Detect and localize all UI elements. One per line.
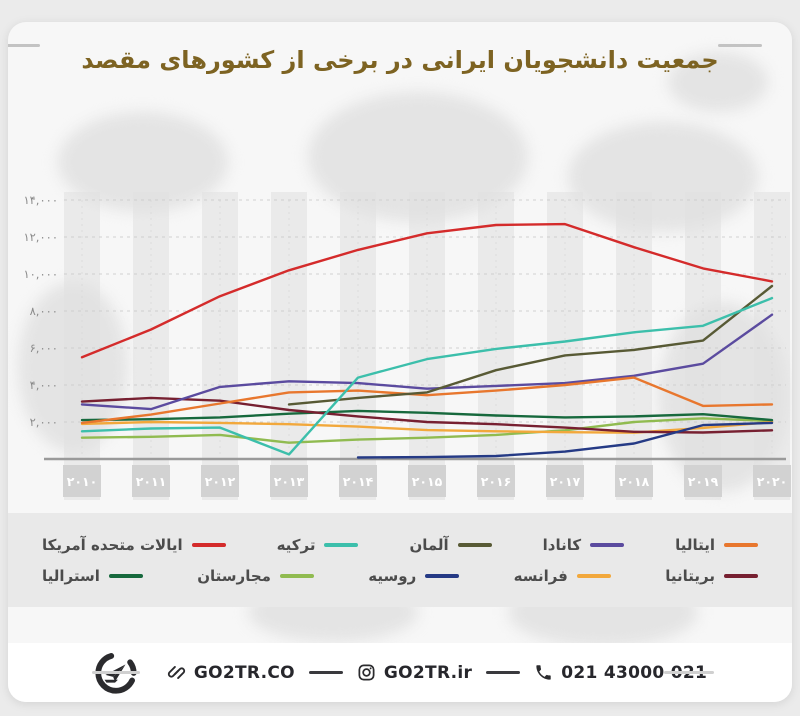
- y-axis-label: ۱۲,۰۰۰: [23, 230, 58, 244]
- series-line-italy: [80, 376, 774, 425]
- legend-label: آلمان: [409, 535, 449, 554]
- instagram-text: GO2TR.ir: [383, 662, 473, 683]
- footer-separator-dash: [308, 671, 343, 674]
- series-line-hungary: [80, 417, 774, 444]
- page-title: جمعیت دانشجویان ایرانی در برخی از کشورها…: [81, 46, 719, 74]
- y-axis-label: ۱۴,۰۰۰: [23, 193, 58, 207]
- year-label-box: [684, 465, 722, 497]
- x-axis-label: ۲۰۱۶: [481, 474, 512, 489]
- legend-label: روسیه: [368, 566, 417, 585]
- instagram-link[interactable]: GO2TR.ir: [357, 663, 472, 683]
- footer-separator-dash: [486, 671, 521, 674]
- x-axis-label: ۲۰۱۳: [274, 474, 305, 489]
- series-line-australia: [80, 409, 774, 422]
- website-link[interactable]: GO2TR.CO: [167, 663, 295, 683]
- website-text: GO2TR.CO: [193, 662, 295, 683]
- legend-item: ایتالیا: [675, 536, 758, 554]
- series-line-canada: [80, 313, 774, 411]
- legend-label: کانادا: [542, 535, 582, 554]
- series-line-britain: [80, 396, 774, 434]
- y-axis-label: ۴,۰۰۰: [30, 378, 58, 392]
- year-label-box: [339, 465, 377, 497]
- x-axis-label: ۲۰۱۰: [67, 474, 98, 489]
- legend-item: روسیه: [368, 566, 460, 585]
- title-left-dash: [8, 44, 40, 47]
- year-label-box: [63, 465, 101, 497]
- legend-swatch: [324, 542, 359, 547]
- footer-bar: GO2TR.CO GO2TR.ir 021 43000 021: [8, 643, 792, 702]
- legend-label: استرالیا: [42, 566, 100, 585]
- legend-label: فرانسه: [513, 566, 568, 585]
- y-axis-label: ۸,۰۰۰: [30, 304, 58, 318]
- phone-text: 021 43000 021: [561, 662, 708, 683]
- legend-item: آلمان: [409, 535, 492, 554]
- legend-swatch: [576, 573, 611, 578]
- y-axis-label: ۲,۰۰۰: [30, 415, 58, 429]
- legend-item: ایالات متحده آمریکا: [42, 536, 226, 554]
- legend-label: مجارستان: [197, 566, 271, 585]
- legend-row: ایتالیا کانادا آلمان ترکیه ایالات متحده آمری…: [42, 536, 758, 554]
- x-axis-label: ۲۰۱۸: [619, 474, 650, 489]
- legend-label: ایالات متحده آمریکا: [42, 535, 183, 554]
- legend-item: بریتانیا: [665, 567, 758, 585]
- legend-label: ترکیه: [276, 535, 316, 554]
- legend-swatch: [590, 542, 625, 547]
- legend-item: ترکیه: [277, 536, 359, 554]
- population-line-chart: ۲۰۱۰ ۲۰۱۱ ۲۰۱۲ ۲۰۱۳ ۲۰۱۴ ۲۰۱۵ ۲۰۱۶ ۲۰۱۷ ۲۰۱۸ ۲۰۱۹…: [23, 192, 791, 500]
- instagram-icon: [358, 664, 375, 681]
- legend-swatch: [724, 573, 758, 578]
- series-line-germany: [287, 284, 774, 406]
- series-line-usa: [80, 222, 774, 359]
- title-right-dash: [718, 44, 762, 47]
- x-axis-label: ۲۰۱۵: [412, 474, 443, 489]
- legend-item: مجارستان: [197, 567, 314, 585]
- x-axis-label: ۲۰۱۹: [688, 474, 719, 489]
- legend-swatch: [724, 542, 758, 547]
- year-label-box: [408, 465, 446, 497]
- x-axis-label: ۲۰۱۷: [550, 474, 581, 489]
- legend-swatch: [191, 542, 226, 547]
- legend-swatch: [108, 573, 143, 578]
- legend-item: فرانسه: [514, 567, 611, 585]
- year-label-box: [546, 465, 584, 497]
- year-label-box: [132, 465, 170, 497]
- y-axis-label: ۱۰,۰۰۰: [23, 267, 58, 281]
- phone-contact[interactable]: 021 43000 021: [534, 663, 707, 683]
- series-line-turkey: [80, 296, 774, 456]
- x-axis-label: ۲۰۱۴: [343, 474, 374, 489]
- footer-left-dash: [92, 671, 140, 674]
- legend-item: کانادا: [542, 535, 625, 554]
- y-axis-label: ۶,۰۰۰: [30, 341, 58, 355]
- legend-swatch: [425, 573, 460, 578]
- infographic-card: جمعیت دانشجویان ایرانی در برخی از کشورها…: [8, 22, 792, 702]
- legend-item: استرالیا: [42, 567, 143, 585]
- year-label-box: [270, 465, 308, 497]
- year-label-box: [615, 465, 653, 497]
- year-label-box: [201, 465, 239, 497]
- year-label-box: [477, 465, 515, 497]
- x-axis-label: ۲۰۱۱: [136, 474, 167, 489]
- legend-swatch: [457, 542, 492, 547]
- x-axis-label: ۲۰۱۲: [205, 474, 236, 489]
- x-axis-label: ۲۰۲۰: [757, 474, 788, 489]
- legend-label: ایتالیا: [675, 535, 715, 554]
- phone-icon: [536, 665, 551, 680]
- chart-legend: ایتالیا کانادا آلمان ترکیه ایالات متحده آمری…: [8, 513, 792, 607]
- link-icon: [167, 666, 185, 679]
- year-label-box: [753, 465, 791, 497]
- footer-right-dash: [664, 671, 714, 674]
- legend-label: بریتانیا: [665, 566, 715, 585]
- legend-swatch: [279, 573, 314, 578]
- legend-row: بریتانیا فرانسه روسیه مجارستان استرالیا: [42, 567, 758, 585]
- series-line-russia: [356, 421, 774, 459]
